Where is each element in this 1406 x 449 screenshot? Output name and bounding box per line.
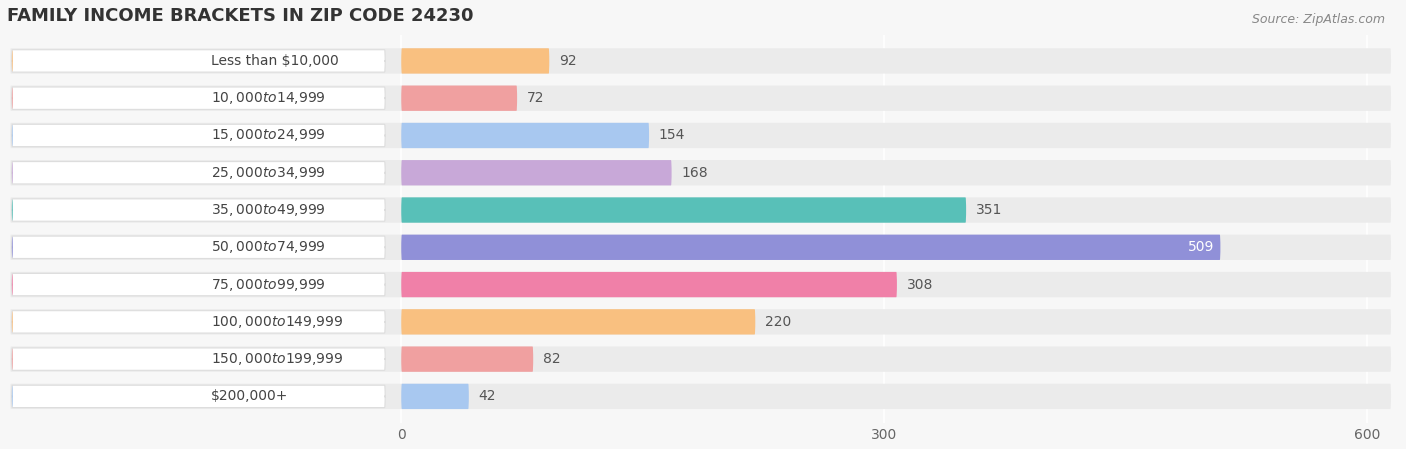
FancyBboxPatch shape [11,199,385,221]
FancyBboxPatch shape [11,50,385,72]
Text: $200,000+: $200,000+ [211,389,288,403]
FancyBboxPatch shape [10,272,1391,297]
FancyBboxPatch shape [11,311,385,333]
FancyBboxPatch shape [10,309,1391,335]
Text: $75,000 to $99,999: $75,000 to $99,999 [211,277,326,293]
FancyBboxPatch shape [10,384,1391,409]
FancyBboxPatch shape [401,85,517,111]
Text: Less than $10,000: Less than $10,000 [211,54,339,68]
Text: 509: 509 [1188,240,1213,254]
FancyBboxPatch shape [11,385,385,408]
Text: 154: 154 [659,128,685,142]
FancyBboxPatch shape [11,124,385,147]
Text: $50,000 to $74,999: $50,000 to $74,999 [211,239,326,255]
Text: 82: 82 [543,352,561,366]
Text: 92: 92 [560,54,576,68]
FancyBboxPatch shape [10,123,1391,148]
Text: $35,000 to $49,999: $35,000 to $49,999 [211,202,326,218]
Text: 168: 168 [682,166,707,180]
FancyBboxPatch shape [10,235,1391,260]
Text: $150,000 to $199,999: $150,000 to $199,999 [211,351,344,367]
FancyBboxPatch shape [401,309,755,335]
FancyBboxPatch shape [10,160,1391,185]
FancyBboxPatch shape [11,87,385,110]
FancyBboxPatch shape [401,235,1220,260]
Text: $25,000 to $34,999: $25,000 to $34,999 [211,165,326,181]
Text: 220: 220 [765,315,792,329]
FancyBboxPatch shape [401,347,533,372]
FancyBboxPatch shape [401,160,672,185]
FancyBboxPatch shape [401,384,468,409]
FancyBboxPatch shape [10,48,1391,74]
Text: $10,000 to $14,999: $10,000 to $14,999 [211,90,326,106]
Text: 72: 72 [527,91,544,105]
Text: FAMILY INCOME BRACKETS IN ZIP CODE 24230: FAMILY INCOME BRACKETS IN ZIP CODE 24230 [7,7,474,25]
Text: 42: 42 [478,389,496,403]
FancyBboxPatch shape [11,273,385,296]
FancyBboxPatch shape [401,48,550,74]
FancyBboxPatch shape [10,85,1391,111]
FancyBboxPatch shape [10,198,1391,223]
Text: $15,000 to $24,999: $15,000 to $24,999 [211,128,326,144]
FancyBboxPatch shape [11,162,385,184]
FancyBboxPatch shape [401,198,966,223]
Text: Source: ZipAtlas.com: Source: ZipAtlas.com [1251,13,1385,26]
FancyBboxPatch shape [11,348,385,370]
Text: 351: 351 [976,203,1002,217]
Text: $100,000 to $149,999: $100,000 to $149,999 [211,314,344,330]
FancyBboxPatch shape [10,347,1391,372]
Text: 308: 308 [907,277,934,291]
FancyBboxPatch shape [401,123,650,148]
FancyBboxPatch shape [401,272,897,297]
FancyBboxPatch shape [11,236,385,259]
